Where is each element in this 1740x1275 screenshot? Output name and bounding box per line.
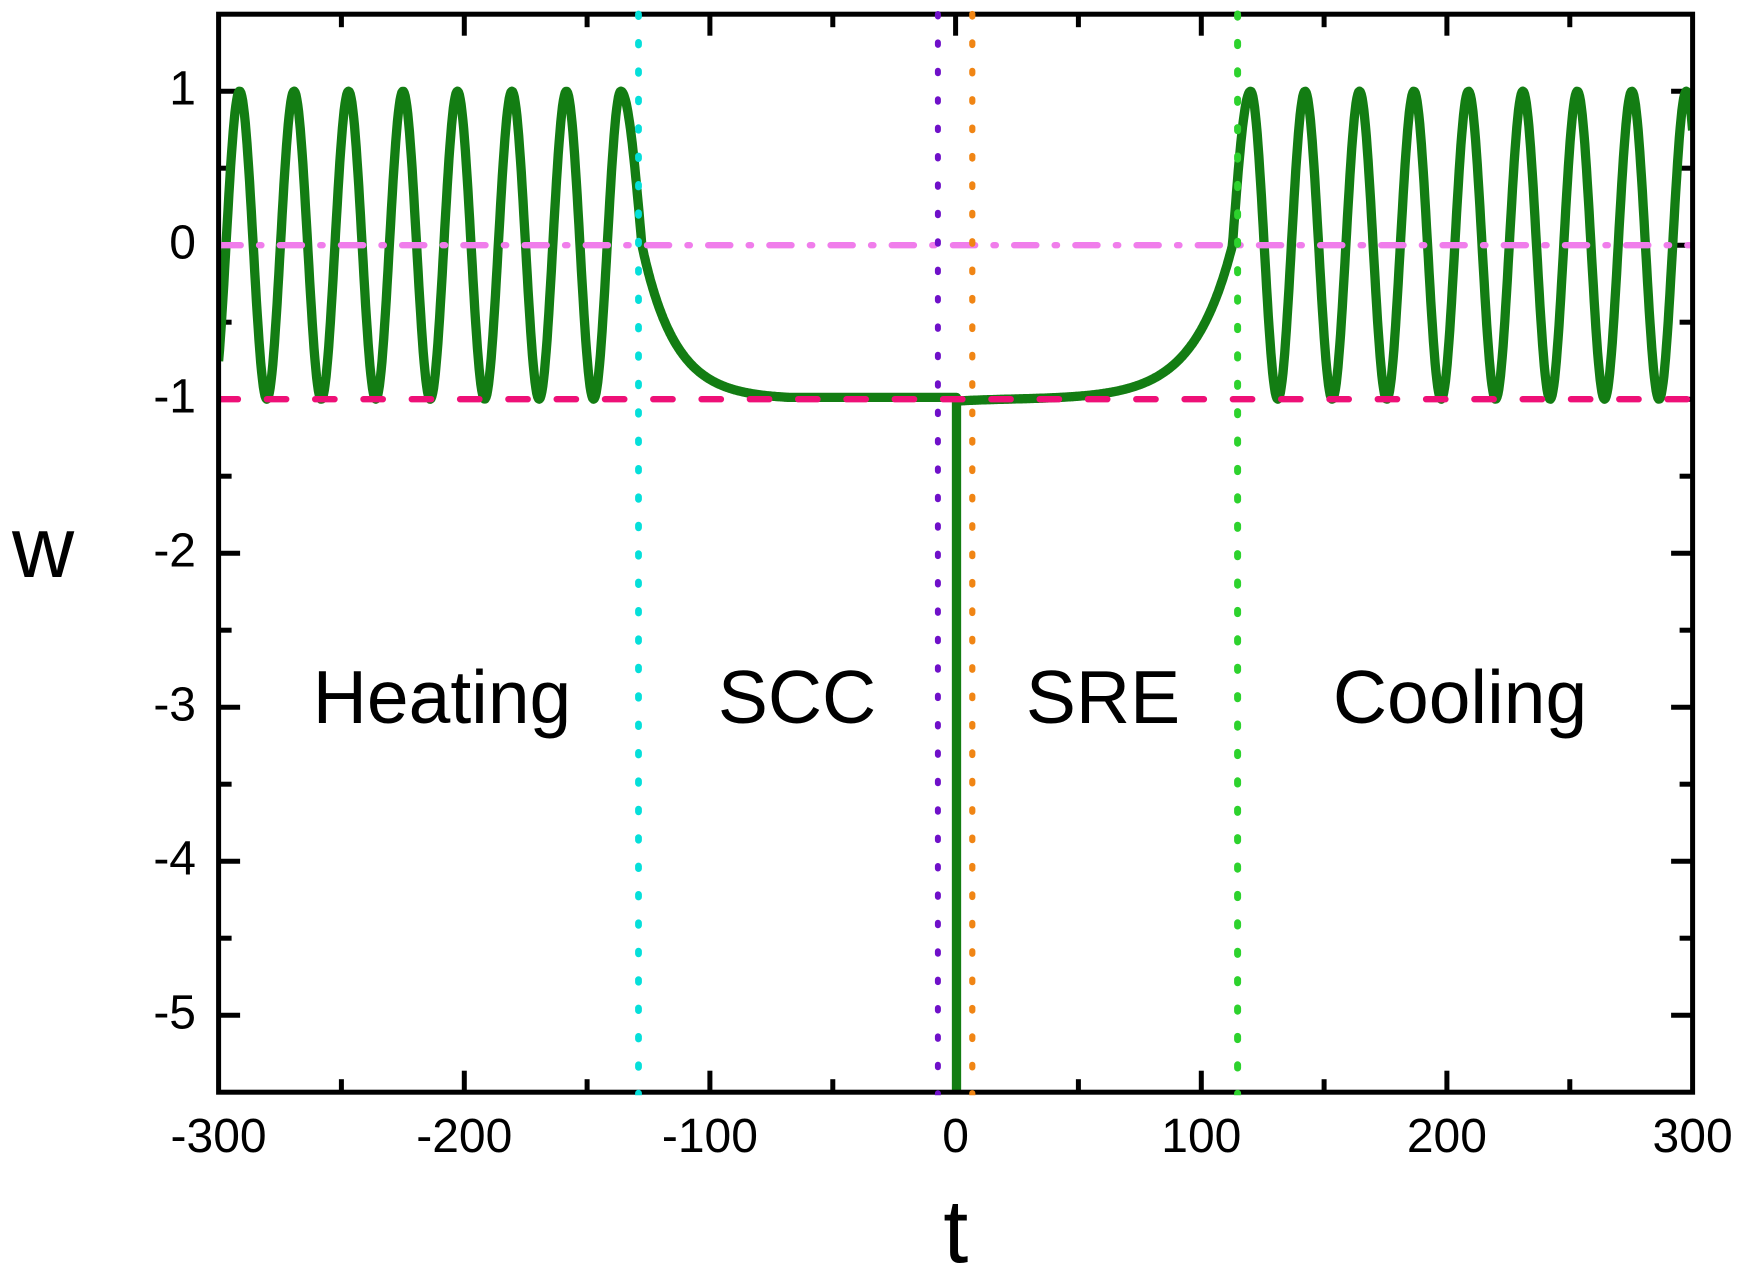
svg-text:100: 100 [1161, 1110, 1241, 1163]
svg-text:200: 200 [1407, 1110, 1487, 1163]
svg-text:-200: -200 [416, 1110, 512, 1163]
svg-text:0: 0 [942, 1110, 969, 1163]
svg-text:SRE: SRE [1026, 655, 1180, 739]
svg-text:w: w [11, 500, 75, 596]
svg-text:1: 1 [169, 63, 196, 116]
svg-text:-4: -4 [153, 833, 196, 886]
svg-text:Cooling: Cooling [1333, 655, 1587, 739]
svg-text:-300: -300 [171, 1110, 267, 1163]
svg-text:-5: -5 [153, 987, 196, 1040]
svg-text:-100: -100 [662, 1110, 758, 1163]
svg-text:0: 0 [169, 217, 196, 270]
svg-text:-1: -1 [153, 371, 196, 424]
svg-text:t: t [943, 1183, 968, 1275]
svg-text:Heating: Heating [313, 655, 572, 739]
svg-text:-3: -3 [153, 679, 196, 732]
svg-text:300: 300 [1653, 1110, 1733, 1163]
svg-text:-2: -2 [153, 525, 196, 578]
svg-text:SCC: SCC [718, 655, 876, 739]
